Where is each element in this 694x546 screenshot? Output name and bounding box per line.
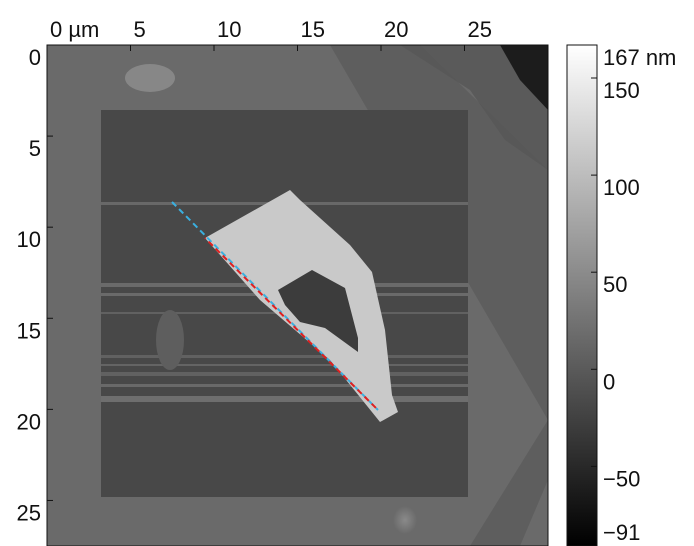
- chart: 0 µm 5 10 15 20 25 0 5 10 15 20 25 167 nm 150 100 50 0 −5…: [0, 0, 694, 546]
- colorbar-tick-label: 50: [603, 272, 627, 297]
- afm-image: [47, 45, 548, 546]
- colorbar-tick-label: 167 nm: [603, 45, 676, 70]
- colorbar-tick-label: −91: [603, 520, 640, 545]
- y-tick-label: 5: [29, 136, 41, 161]
- y-tick-label: 20: [17, 409, 41, 434]
- y-tick-label: 15: [17, 318, 41, 343]
- colorbar-tick-label: 100: [603, 175, 640, 200]
- x-tick-label: 20: [384, 17, 408, 42]
- y-tick-label: 25: [17, 500, 41, 525]
- y-tick-label: 10: [17, 227, 41, 252]
- x-tick-label: 5: [134, 17, 146, 42]
- colorbar-tick-label: 150: [603, 78, 640, 103]
- x-tick-label: 15: [301, 17, 325, 42]
- x-tick-label: 10: [217, 17, 241, 42]
- x-tick-label: 0 µm: [50, 17, 99, 42]
- colorbar-tick-label: 0: [603, 369, 615, 394]
- colorbar: [567, 45, 597, 546]
- x-tick-label: 25: [468, 17, 492, 42]
- y-tick-label: 0: [29, 45, 41, 70]
- colorbar-tick-label: −50: [603, 466, 640, 491]
